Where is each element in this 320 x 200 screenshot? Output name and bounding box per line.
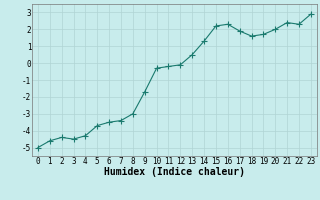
X-axis label: Humidex (Indice chaleur): Humidex (Indice chaleur) bbox=[104, 167, 245, 177]
